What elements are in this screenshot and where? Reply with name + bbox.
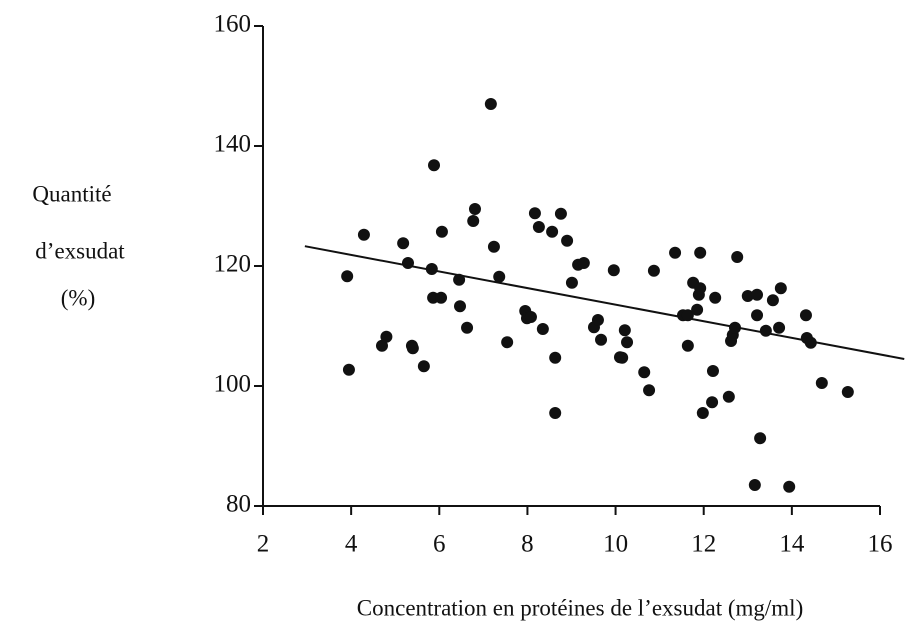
y-tick-label: 140 [214, 131, 252, 158]
scatter-point [401, 257, 414, 269]
scatter-point [357, 228, 370, 241]
x-tick-label: 12 [691, 531, 716, 558]
scatter-point [577, 257, 590, 269]
scatter-point [681, 339, 694, 352]
scatter-point [484, 98, 497, 110]
scatter-point [425, 263, 438, 275]
scatter-point [709, 291, 722, 304]
scatter-point [638, 366, 651, 379]
scatter-point [751, 309, 764, 322]
scatter-point [532, 221, 545, 233]
x-axis-label: Concentration en protéines de l’exsudat … [357, 595, 803, 620]
scatter-point [461, 321, 474, 334]
scatter-point [427, 159, 440, 172]
scatter-point [561, 234, 574, 247]
y-tick-label: 120 [214, 251, 252, 278]
scatter-point [528, 207, 541, 220]
scatter-point [691, 303, 704, 316]
scatter-point [467, 215, 480, 227]
scatter-point [435, 225, 448, 238]
scatter-point [783, 480, 796, 493]
scatter-point [406, 342, 419, 355]
scatter-point [549, 351, 562, 364]
scatter-point [696, 407, 709, 419]
scatter-point [435, 291, 448, 304]
scatter-point [524, 311, 537, 323]
scatter-point [417, 360, 430, 373]
scatter-point [754, 432, 767, 445]
scatter-point [595, 333, 608, 346]
scatter-point [375, 339, 388, 352]
scatter-point [669, 246, 682, 259]
scatter-point [342, 363, 355, 376]
x-tick-label: 10 [603, 531, 628, 558]
scatter-point [706, 396, 719, 409]
scatter-point [706, 365, 719, 377]
y-tick-label: 160 [214, 11, 252, 38]
scatter-point [501, 336, 514, 349]
scatter-point [694, 282, 707, 295]
scatter-point [748, 479, 761, 491]
scatter-point [607, 264, 620, 277]
scatter-point [722, 390, 735, 403]
scatter-point [741, 290, 754, 302]
scatter-point [621, 336, 634, 349]
scatter-point [397, 237, 410, 250]
scatter-point [774, 282, 787, 295]
scatter-point [487, 240, 500, 253]
scatter-point [453, 273, 466, 286]
scatter-point [616, 351, 629, 364]
x-tick-label: 16 [868, 531, 893, 558]
scatter-point [731, 251, 744, 263]
scatter-point [773, 321, 786, 334]
scatter-point [841, 386, 854, 398]
scatter-point [729, 321, 742, 334]
scatter-point [643, 384, 656, 397]
scatter-point [546, 225, 559, 238]
scatter-point [766, 294, 779, 307]
scatter-point [341, 270, 354, 283]
scatter-point [380, 330, 393, 343]
scatter-point [694, 246, 707, 259]
scatter-point [804, 336, 817, 349]
scatter-point [493, 270, 506, 283]
scatter-point [554, 207, 567, 220]
x-tick-label: 4 [345, 531, 358, 558]
x-tick-label: 14 [779, 531, 805, 558]
scatter-point [536, 323, 549, 335]
scatter-point [647, 264, 660, 277]
x-tick-label: 6 [433, 531, 446, 558]
scatter-point [549, 407, 562, 419]
y-axis-label: Quantité [32, 181, 111, 206]
y-tick-label: 100 [214, 371, 252, 398]
scatter-point [453, 300, 466, 313]
scatter-point [681, 309, 694, 322]
y-axis-label: (%) [61, 285, 95, 310]
y-tick-label: 80 [226, 491, 251, 518]
x-tick-label: 2 [257, 531, 270, 558]
scatter-point [815, 377, 828, 389]
x-tick-label: 8 [521, 531, 534, 558]
scatter-point [751, 288, 764, 301]
scatter-point [468, 203, 481, 215]
scatter-point [759, 324, 772, 337]
scatter-point [565, 276, 578, 289]
y-axis-label: d’exsudat [35, 238, 125, 263]
scatter-point [618, 324, 631, 337]
scatter-point [591, 314, 604, 326]
scatter-point [799, 309, 812, 322]
